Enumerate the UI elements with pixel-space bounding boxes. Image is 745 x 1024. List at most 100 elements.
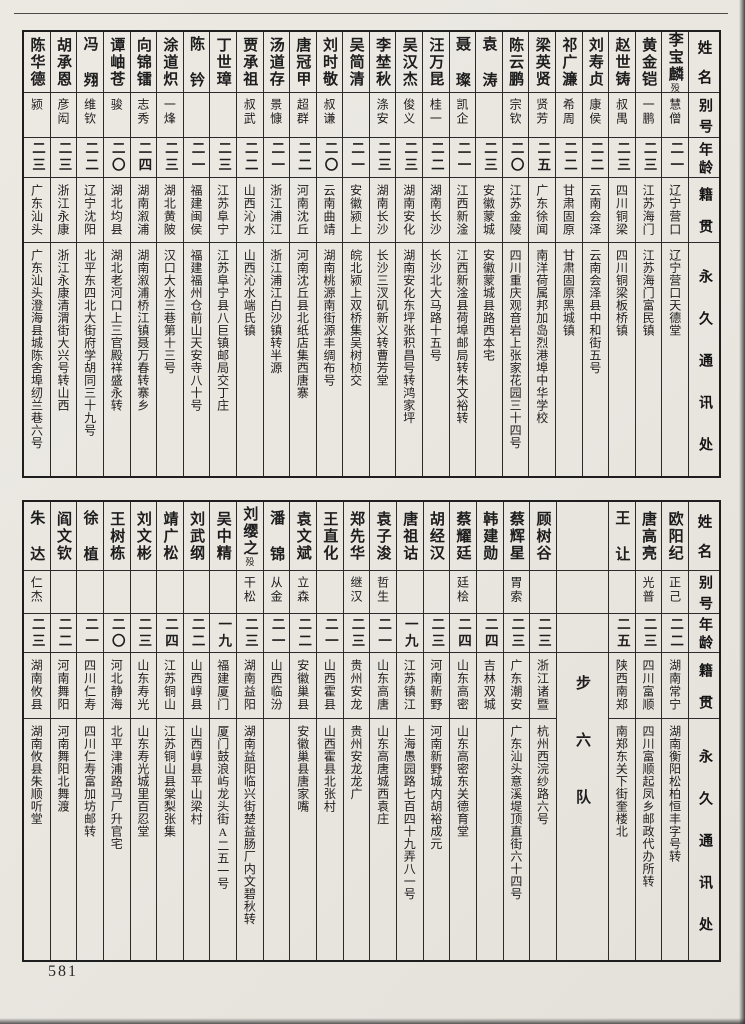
alias-cell	[609, 570, 635, 613]
alias-cell	[343, 92, 369, 137]
alias-cell: 光普	[635, 570, 662, 613]
person-native-place: 湖北黄陂	[162, 184, 177, 236]
header-address-label: 永久通讯处	[697, 268, 712, 477]
person-age: 二二	[56, 616, 72, 650]
age-cell: 二四	[157, 613, 183, 652]
alias-cell: 景慷	[263, 92, 290, 137]
name-cell: 王直化	[317, 502, 343, 570]
address-cell: 杭州西浣纱路六号	[530, 718, 556, 960]
native-place-cell: 辽宁沈阳	[77, 177, 103, 242]
roster-column: 徐植 二一 四川仁寿 四川仁寿富加坊邮转	[76, 502, 103, 960]
person-address: 湖南衡阳松柏恒丰字号转	[667, 725, 682, 863]
person-name: 胡承恩	[55, 36, 72, 88]
person-address: 山东高唐城西袁庄	[375, 725, 390, 825]
person-address: 河南新野城内胡裕成元	[428, 725, 443, 850]
person-age: 二二	[428, 141, 444, 174]
person-address: 南郑东关下街奎楼北	[614, 725, 629, 838]
person-alias: 一鹏	[641, 98, 656, 126]
person-address: 湖南安化东坪张积昌号转鸿家坪	[401, 249, 416, 424]
native-place-cell: 山西沁水	[236, 177, 263, 242]
name-cell: 蔡耀廷	[450, 502, 476, 570]
person-age: 二二	[296, 616, 312, 650]
age-cell: 二〇	[103, 613, 130, 652]
person-age: 二一	[189, 141, 205, 174]
header-age-label: 年龄	[697, 617, 712, 652]
roster-column: 涂道炽 一烽 二三 湖北黄陂 汉口大水三巷第十三号	[156, 32, 183, 476]
address-cell	[476, 718, 503, 960]
header-alias-cell: 别号	[689, 570, 719, 613]
person-age: 二三	[482, 141, 498, 174]
person-native-place: 吉林双城	[482, 659, 497, 711]
alias-cell: 一鹏	[635, 92, 662, 137]
age-cell: 二二	[290, 613, 317, 652]
person-native-place: 甘肃固原	[561, 184, 576, 236]
name-cell: 陈钤	[184, 32, 210, 93]
name-cell: 袁涛	[476, 32, 502, 93]
roster-column: 黄金铠 一鹏 二三 江苏海门 江苏海门富民镇	[634, 32, 662, 476]
address-cell: 江苏海门富民镇	[635, 242, 662, 476]
native-place-cell: 湖南长沙	[423, 177, 449, 242]
person-age: 二三	[375, 141, 391, 174]
person-native-place: 河南沈丘	[295, 184, 310, 236]
person-alias: 桂一	[428, 98, 443, 126]
native-place-cell: 福建闽侯	[183, 177, 210, 242]
alias-cell: 从金	[263, 570, 290, 613]
person-alias: 骏	[109, 98, 124, 112]
name-cell: 唐冠甲	[290, 32, 316, 92]
alias-cell	[396, 570, 423, 613]
roster-column: 贾承祖 叔武 二二 山西沁水 山西沁水端氏镇	[235, 32, 263, 476]
roster-column: 胡经汉 二三 河南新野 河南新野城内胡裕成元	[422, 502, 450, 960]
address-cell: 皖北颍上双桥集吴树桢交	[343, 242, 369, 476]
person-native-place: 湖南长沙	[428, 184, 443, 236]
roster-column: 蔡耀廷 廷桧 二四 山东高密 山东高密东关德育堂	[449, 502, 476, 960]
person-address: 长沙三汊矶新义转曹芳堂	[375, 249, 390, 387]
address-cell: 贵州安龙龙广	[343, 718, 370, 960]
name-cell: 刘寿贞	[583, 32, 609, 92]
person-age: 二三	[56, 141, 72, 174]
roster-column: 唐高亮 光普 二三 四川富顺 四川富顺起凤乡邮政代办所转	[634, 502, 662, 960]
roster-column: 王让 二五 陕西南郑 南郑东关下街奎楼北	[608, 502, 635, 960]
roster-column: 李宝麟殁慧僧 二一 辽宁营口 辽宁营口天德堂	[661, 32, 688, 476]
person-age: 二四	[482, 616, 498, 650]
roster-table-bottom: 姓名 别号 年龄 籍贯 永久通讯处 欧阳纪 正己 二二 湖南常宁 湖南衡阳松柏恒丰字号转 唐高亮 光普…	[22, 500, 721, 962]
name-cell: 唐祖诂	[397, 502, 423, 570]
person-age: 一九	[402, 616, 418, 650]
roster-column: 陈华德颍二三 广东汕头 广东汕头澄海县城陈舍埠纫兰巷六号	[24, 32, 50, 476]
address-cell: 河南沈丘县北纸店集西唐寨	[290, 242, 316, 476]
address-cell: 厦门鼓浪屿龙头街A二五一号	[210, 718, 237, 960]
person-age: 二〇	[322, 141, 338, 174]
header-address-label: 永久通讯处	[697, 748, 712, 959]
native-place-cell: 湖南常宁	[662, 652, 688, 718]
person-address: 北平东四北大街府学胡同三十九号	[82, 249, 97, 437]
person-native-place: 辽宁营口	[667, 184, 682, 236]
roster-column: 郑先华 继汉 二三 贵州安龙 贵州安龙龙广	[342, 502, 370, 960]
alias-cell	[103, 570, 130, 613]
person-alias: 贤芳	[534, 98, 549, 126]
person-name: 陈华德	[28, 36, 45, 88]
person-address: 四川重庆观音岩上张家花园三十四号	[508, 249, 523, 449]
native-place-cell: 山西崞县	[183, 652, 210, 718]
person-address: 甘肃固原黑城镇	[561, 249, 576, 337]
person-age: 二三	[535, 616, 551, 650]
native-place-cell: 广东汕头	[24, 177, 50, 242]
person-address: 云南会泽县中和街五号	[587, 249, 602, 374]
person-alias: 仁杰	[29, 576, 44, 604]
native-place-cell: 安徽蒙城	[476, 177, 502, 242]
roster-column: 汤道存 景慷 二一 浙江浦江 浙江浦江白沙镇转半源	[262, 32, 290, 476]
person-native-place: 四川铜梁	[614, 184, 629, 236]
person-age: 一九	[216, 616, 232, 650]
person-alias: 颍	[29, 98, 44, 112]
header-age-cell: 年龄	[689, 137, 719, 177]
age-cell: 一九	[396, 613, 423, 652]
person-alias: 叔武	[242, 98, 257, 126]
roster-column: 冯翙 维钦 二二 辽宁沈阳 北平东四北大街府学胡同三十九号	[76, 32, 103, 476]
person-name: 王直化	[321, 510, 338, 562]
person-address: 安徽巢县唐家嘴	[295, 725, 310, 813]
person-age: 二三	[349, 616, 365, 650]
native-place-cell: 江苏镇江	[396, 652, 423, 718]
person-name: 赵世铸	[613, 36, 630, 88]
age-cell: 二二	[290, 137, 316, 177]
address-cell: 四川仁寿富加坊邮转	[77, 718, 103, 960]
header-name-cell: 姓名	[689, 502, 719, 570]
